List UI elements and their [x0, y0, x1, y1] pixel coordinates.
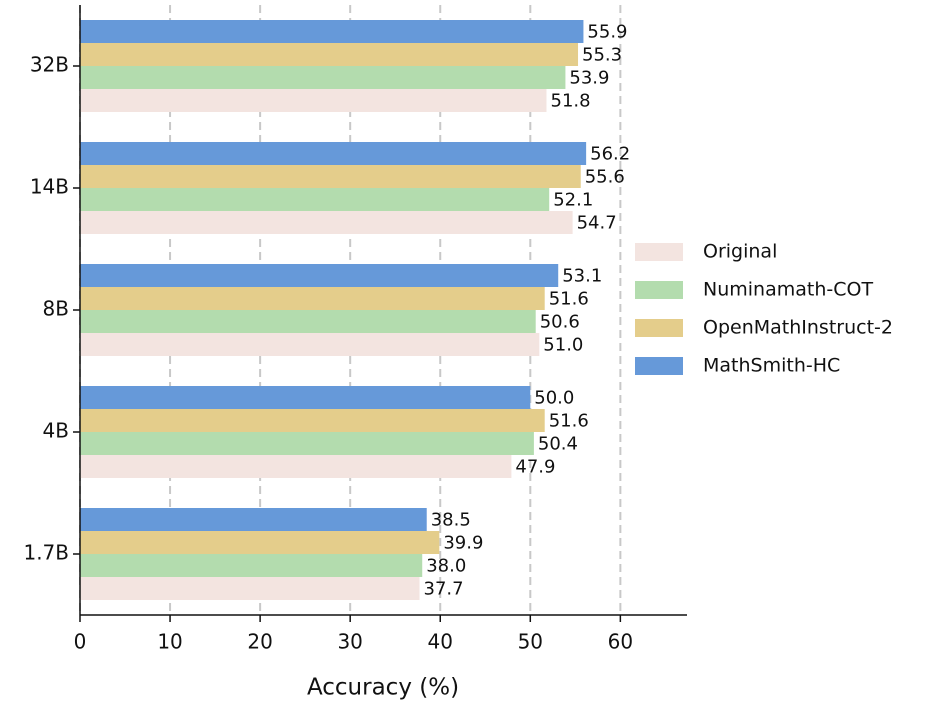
bar: [80, 20, 584, 43]
legend-label: OpenMathInstruct-2: [703, 317, 893, 339]
legend-swatch: [635, 357, 683, 375]
bar: [80, 287, 545, 310]
bar: [80, 577, 420, 600]
value-label: 55.3: [582, 45, 622, 66]
y-tick-label: 4B: [43, 419, 69, 443]
bar: [80, 386, 531, 409]
x-tick-label: 60: [608, 630, 633, 654]
value-label: 54.7: [577, 213, 617, 234]
legend-swatch: [635, 243, 683, 261]
value-label: 56.2: [590, 144, 630, 165]
bar: [80, 142, 587, 165]
value-label: 50.4: [538, 434, 578, 455]
y-tick-label: 32B: [30, 53, 69, 77]
bar: [80, 188, 550, 211]
value-label: 51.6: [549, 289, 589, 310]
x-tick-label: 50: [518, 630, 543, 654]
bar: [80, 508, 427, 531]
value-label: 51.0: [543, 335, 583, 356]
bar: [80, 264, 559, 287]
y-tick-label: 14B: [30, 175, 69, 199]
value-label: 39.9: [443, 533, 483, 554]
bar: [80, 531, 440, 554]
bar: [80, 554, 423, 577]
legend-label: MathSmith-HC: [703, 355, 840, 377]
y-tick-label: 1.7B: [23, 541, 69, 565]
value-label: 55.6: [585, 167, 625, 188]
y-tick-label: 8B: [43, 297, 69, 321]
value-label: 52.1: [553, 190, 593, 211]
x-tick-label: 10: [157, 630, 182, 654]
value-label: 53.1: [562, 266, 602, 287]
bar: [80, 409, 545, 432]
legend-swatch: [635, 281, 683, 299]
value-label: 38.0: [426, 556, 466, 577]
bar: [80, 333, 540, 356]
bar: [80, 432, 534, 455]
value-label: 50.0: [534, 388, 574, 409]
x-tick-label: 40: [428, 630, 453, 654]
value-label: 53.9: [569, 68, 609, 89]
x-tick-label: 30: [337, 630, 362, 654]
x-tick-label: 0: [74, 630, 87, 654]
bar: [80, 211, 573, 234]
value-label: 38.5: [431, 510, 471, 531]
value-label: 47.9: [515, 457, 555, 478]
value-label: 51.8: [551, 91, 591, 112]
x-axis-label: Accuracy (%): [307, 675, 459, 701]
x-tick-label: 20: [247, 630, 272, 654]
legend-label: Original: [703, 241, 777, 263]
value-label: 55.9: [587, 22, 627, 43]
bar: [80, 66, 566, 89]
bar: [80, 43, 579, 66]
value-label: 50.6: [540, 312, 580, 333]
bar: [80, 310, 536, 333]
legend-label: Numinamath-COT: [703, 279, 873, 301]
bar: [80, 89, 547, 112]
bar: [80, 165, 581, 188]
legend-swatch: [635, 319, 683, 337]
bar: [80, 455, 512, 478]
value-label: 51.6: [549, 411, 589, 432]
value-label: 37.7: [424, 579, 464, 600]
